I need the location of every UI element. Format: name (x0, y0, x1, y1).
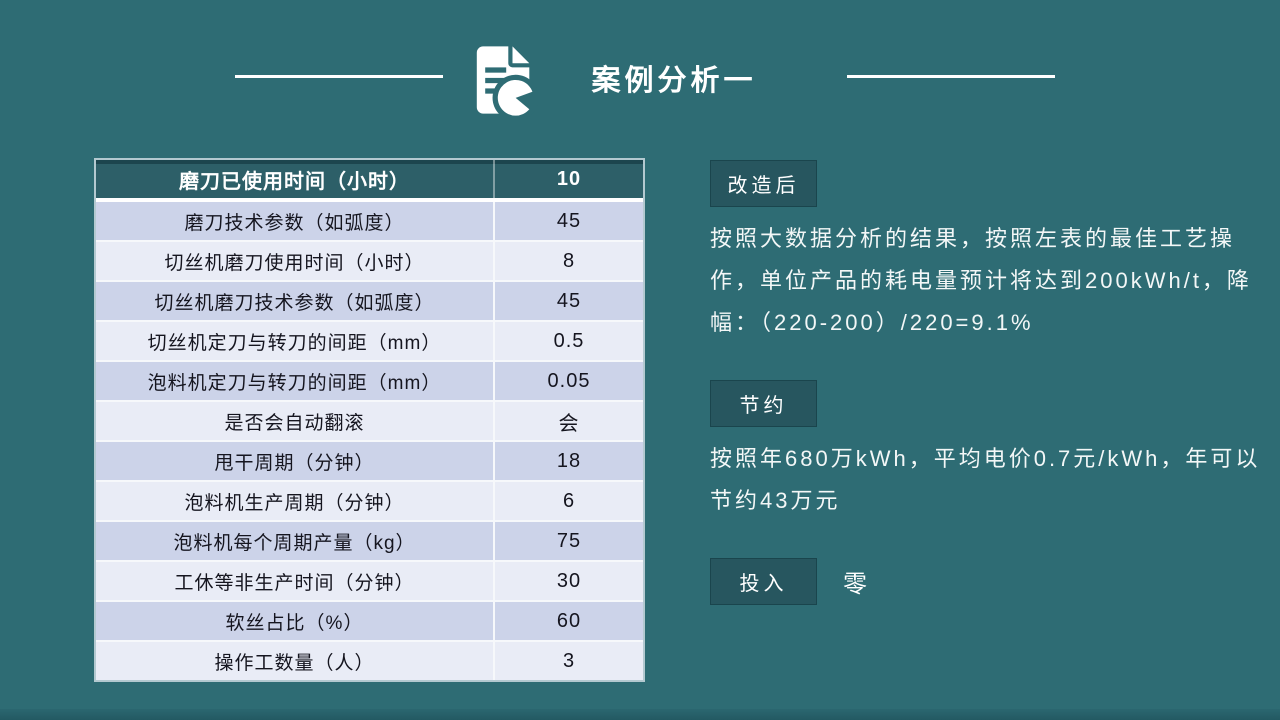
title-divider-left (235, 75, 443, 78)
row-label: 软丝占比（%） (96, 602, 495, 640)
table-row: 切丝机磨刀使用时间（小时） 8 (96, 240, 643, 280)
table-header-row: 磨刀已使用时间（小时） 10 (96, 160, 643, 198)
badge-savings: 节约 (710, 380, 817, 427)
row-label: 磨刀技术参数（如弧度） (96, 202, 495, 240)
analysis-panel: 改造后 按照大数据分析的结果，按照左表的最佳工艺操作，单位产品的耗电量预计将达到… (710, 160, 1270, 641)
row-value: 45 (556, 289, 582, 312)
table-row: 切丝机磨刀技术参数（如弧度） 45 (96, 280, 643, 320)
row-value: 30 (556, 569, 582, 592)
page-title: 案例分析一 (591, 65, 757, 97)
row-value: 3 (562, 649, 576, 672)
document-chart-icon (460, 38, 544, 122)
row-label: 泡料机定刀与转刀的间距（mm） (96, 362, 495, 400)
table-row: 是否会自动翻滚 会 (96, 400, 643, 440)
badge-investment: 投入 (710, 558, 817, 605)
row-value: 75 (556, 529, 582, 552)
row-value: 会 (558, 412, 580, 435)
table-row: 泡料机生产周期（分钟） 6 (96, 480, 643, 520)
table-row: 切丝机定刀与转刀的间距（mm） 0.5 (96, 320, 643, 360)
row-label: 泡料机每个周期产量（kg） (96, 522, 495, 560)
row-value: 0.5 (553, 329, 585, 352)
row-value: 0.05 (547, 369, 591, 392)
table-header-label: 磨刀已使用时间（小时） (96, 160, 495, 198)
table-header-value: 10 (556, 167, 582, 190)
row-label: 工休等非生产时间（分钟） (96, 562, 495, 600)
badge-after-transform: 改造后 (710, 160, 817, 207)
row-value: 6 (562, 489, 576, 512)
row-value: 8 (562, 249, 576, 272)
table-row: 泡料机定刀与转刀的间距（mm） 0.05 (96, 360, 643, 400)
section-investment: 投入 零 (710, 558, 1270, 605)
table-row: 泡料机每个周期产量（kg） 75 (96, 520, 643, 560)
after-transform-text: 按照大数据分析的结果，按照左表的最佳工艺操作，单位产品的耗电量预计将达到200k… (710, 226, 1252, 335)
row-label: 甩干周期（分钟） (96, 442, 495, 480)
parameters-table: 磨刀已使用时间（小时） 10 磨刀技术参数（如弧度） 45 切丝机磨刀使用时间（… (94, 158, 645, 682)
section-savings: 节约 按照年680万kWh，平均电价0.7元/kWh，年可以节约43万元 (710, 380, 1270, 522)
table-row: 软丝占比（%） 60 (96, 600, 643, 640)
row-label: 是否会自动翻滚 (96, 402, 495, 440)
table-row: 甩干周期（分钟） 18 (96, 440, 643, 480)
row-label: 操作工数量（人） (96, 642, 495, 680)
row-value: 18 (556, 449, 582, 472)
row-value: 60 (556, 609, 582, 632)
row-label: 泡料机生产周期（分钟） (96, 482, 495, 520)
row-label: 切丝机磨刀使用时间（小时） (96, 242, 495, 280)
row-label: 切丝机磨刀技术参数（如弧度） (96, 282, 495, 320)
row-value: 45 (556, 209, 582, 232)
row-label: 切丝机定刀与转刀的间距（mm） (96, 322, 495, 360)
table-row: 磨刀技术参数（如弧度） 45 (96, 198, 643, 240)
table-row: 操作工数量（人） 3 (96, 640, 643, 680)
section-after-transform: 改造后 按照大数据分析的结果，按照左表的最佳工艺操作，单位产品的耗电量预计将达到… (710, 160, 1270, 344)
savings-text: 按照年680万kWh，平均电价0.7元/kWh，年可以节约43万元 (710, 446, 1261, 513)
investment-value: 零 (843, 571, 870, 598)
footer-strip (0, 709, 1280, 720)
table-row: 工休等非生产时间（分钟） 30 (96, 560, 643, 600)
title-divider-right (847, 75, 1055, 78)
